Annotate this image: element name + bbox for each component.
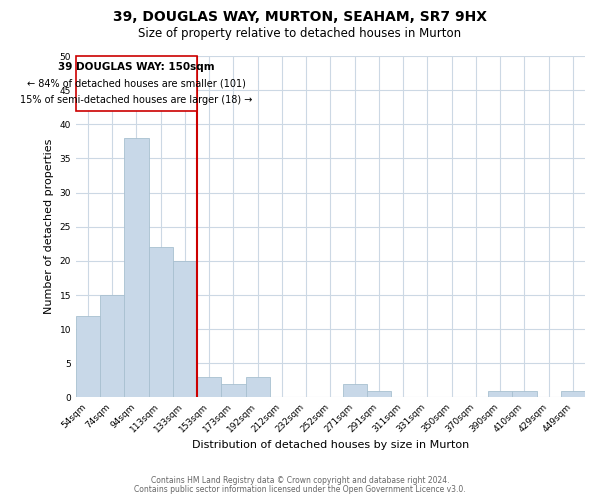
Text: Size of property relative to detached houses in Murton: Size of property relative to detached ho… <box>139 28 461 40</box>
Text: Contains public sector information licensed under the Open Government Licence v3: Contains public sector information licen… <box>134 485 466 494</box>
Text: ← 84% of detached houses are smaller (101): ← 84% of detached houses are smaller (10… <box>27 78 246 88</box>
Bar <box>221 384 245 398</box>
Y-axis label: Number of detached properties: Number of detached properties <box>44 139 54 314</box>
Text: 39, DOUGLAS WAY, MURTON, SEAHAM, SR7 9HX: 39, DOUGLAS WAY, MURTON, SEAHAM, SR7 9HX <box>113 10 487 24</box>
Bar <box>100 295 124 398</box>
Bar <box>561 390 585 398</box>
Bar <box>488 390 512 398</box>
Bar <box>197 377 221 398</box>
Bar <box>173 261 197 398</box>
Text: Contains HM Land Registry data © Crown copyright and database right 2024.: Contains HM Land Registry data © Crown c… <box>151 476 449 485</box>
FancyBboxPatch shape <box>76 56 197 110</box>
Text: 39 DOUGLAS WAY: 150sqm: 39 DOUGLAS WAY: 150sqm <box>58 62 215 72</box>
Bar <box>124 138 149 398</box>
Text: 15% of semi-detached houses are larger (18) →: 15% of semi-detached houses are larger (… <box>20 94 253 104</box>
Bar <box>367 390 391 398</box>
Bar <box>343 384 367 398</box>
Bar <box>245 377 270 398</box>
Bar <box>76 316 100 398</box>
X-axis label: Distribution of detached houses by size in Murton: Distribution of detached houses by size … <box>192 440 469 450</box>
Bar <box>512 390 536 398</box>
Bar <box>149 247 173 398</box>
